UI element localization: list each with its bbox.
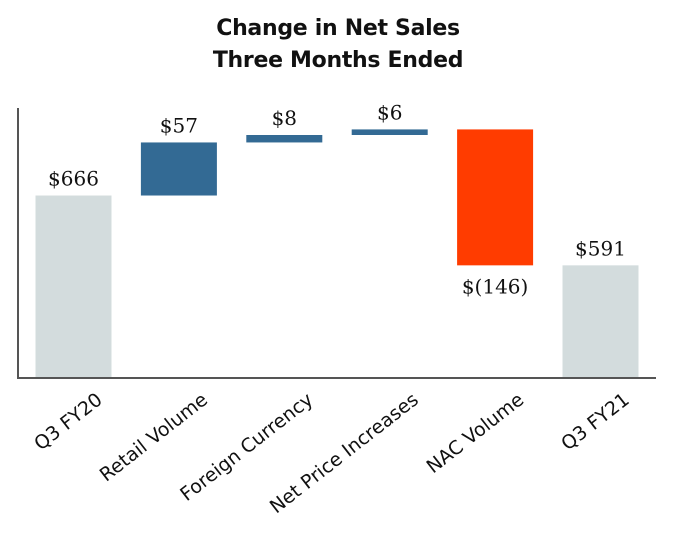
value-label-q3-fy20: $666 [48,167,99,191]
chart-title: Change in Net Sales [216,16,460,41]
category-label-nac-volume: NAC Volume [423,389,529,478]
value-label-q3-fy21: $591 [575,236,626,260]
value-label-nac-volume: $(146) [462,274,529,298]
value-label-retail-volume: $57 [160,113,198,137]
category-label-q3-fy20: Q3 FY20 [30,389,106,455]
bar-nac-volume [457,129,534,266]
chart-subtitle: Three Months Ended [212,48,464,73]
axes-group [17,108,656,379]
value-labels-group: $666 $57 $8 $6 $(146) $591 [48,100,626,298]
bar-retail-volume [140,142,217,196]
bars-group [35,129,639,378]
bar-q3-fy20 [35,195,112,378]
value-label-foreign-currency: $8 [272,106,297,130]
bar-q3-fy21 [562,265,639,378]
value-label-net-price-increases: $6 [377,100,402,124]
bar-net-price-increases [351,129,428,135]
category-label-retail-volume: Retail Volume [96,389,212,487]
bar-foreign-currency [246,135,323,143]
category-label-q3-fy21: Q3 FY21 [557,389,633,455]
